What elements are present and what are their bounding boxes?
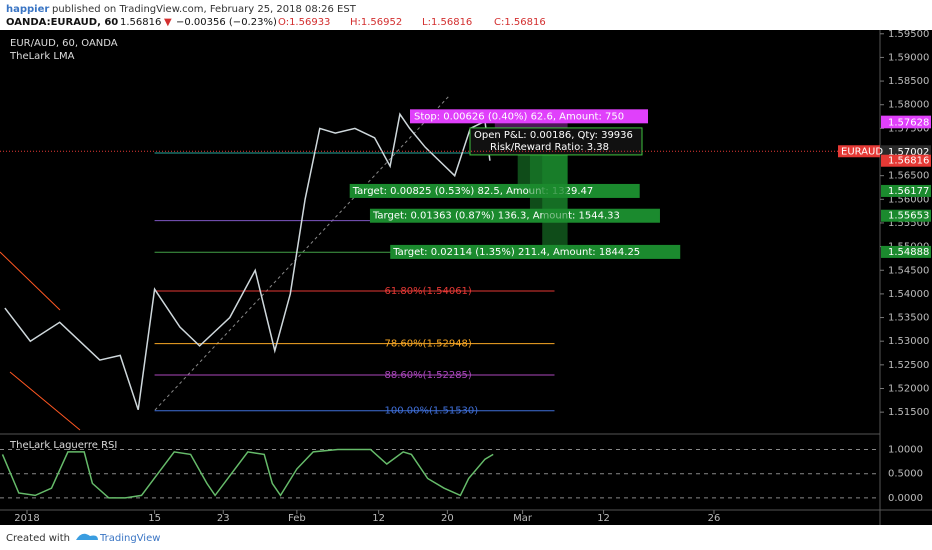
pnl-bg — [469, 127, 643, 156]
x-tick-label: 12 — [372, 513, 385, 524]
fib-label: 100.00%(1.51530) — [385, 406, 479, 417]
logo — [76, 533, 98, 540]
y-tick-label: 1.59000 — [888, 52, 929, 63]
target-label-bg — [390, 244, 681, 259]
y-tick-label: 1.57500 — [888, 123, 929, 134]
y-tick-label: 1.54500 — [888, 265, 929, 276]
ratio-label: Risk/Reward Ratio: 3.38 — [490, 142, 609, 153]
price-line — [4, 112, 491, 411]
stop-label: Stop: 0.00626 (0.40%) 62.6, Amount: 750 — [414, 111, 624, 122]
price-tag — [881, 209, 931, 222]
trend-line — [9, 371, 81, 431]
fib-label: 78.60%(1.52948) — [385, 339, 472, 350]
x-tick-label: 20 — [441, 513, 454, 524]
y-tick-label: 1.58500 — [888, 76, 929, 87]
symbol-tag: EURAUD — [841, 146, 883, 157]
price-tag — [881, 184, 931, 197]
trend-line — [0, 251, 61, 311]
footer-brand[interactable]: TradingView — [99, 533, 160, 544]
x-tick-label: Mar — [513, 513, 533, 524]
y-tick-label: 1.52000 — [888, 383, 929, 394]
target-label: Target: 0.00825 (0.53%) 82.5, Amount: 13… — [352, 186, 594, 197]
price-tag-label: 1.56177 — [888, 186, 929, 197]
price-tag-label: 1.55653 — [888, 211, 929, 222]
price-tag-label: 1.57628 — [888, 117, 929, 128]
chart-bg — [0, 30, 932, 525]
price-tag-label: 1.57002 — [888, 147, 929, 158]
rsi-tick-label: 0.5000 — [888, 469, 923, 480]
y-tick-label: 1.52500 — [888, 360, 929, 371]
published: published on TradingView.com, February 2… — [52, 4, 357, 15]
low: L:1.56816 — [422, 17, 472, 28]
y-tick-label: 1.56000 — [888, 194, 929, 205]
y-tick-label: 1.55500 — [888, 218, 929, 229]
fib-label: 61.80%(1.54061) — [385, 286, 472, 297]
symbol: OANDA:EURAUD, 60 — [6, 17, 118, 28]
x-tick-label: 12 — [597, 513, 610, 524]
price-tag — [881, 154, 931, 167]
y-tick-label: 1.58000 — [888, 100, 929, 111]
change: −0.00356 (−0.23%) — [176, 17, 277, 28]
chart-title: EUR/AUD, 60, OANDA — [10, 38, 118, 49]
stop-label-bg — [410, 109, 648, 124]
x-tick-label: 26 — [708, 513, 721, 524]
author: happier — [6, 4, 49, 15]
price-tag — [881, 116, 931, 129]
indicator: TheLark LMA — [9, 51, 75, 62]
x-tick-label: 2018 — [14, 513, 39, 524]
rsi-title: TheLark Laguerre RSI — [9, 440, 117, 451]
x-tick-label: 23 — [217, 513, 230, 524]
target-zone — [542, 151, 568, 252]
y-tick-label: 1.59500 — [888, 29, 929, 40]
header-bg — [0, 0, 932, 30]
x-tick-label: Feb — [288, 513, 306, 524]
last: 1.56816 — [120, 17, 161, 28]
pnl-label: Open P&L: 0.00186, Qty: 39936 — [474, 130, 633, 141]
footer-created: Created with — [6, 533, 70, 544]
rsi-line — [1, 448, 494, 499]
price-tag-label: 1.56816 — [888, 156, 929, 167]
high: H:1.56952 — [350, 17, 402, 28]
open: O:1.56933 — [278, 17, 330, 28]
y-tick-label: 1.53500 — [888, 313, 929, 324]
arrow: ▼ — [164, 17, 172, 28]
rsi-tick-label: 0.0000 — [888, 493, 923, 504]
y-tick-label: 1.51500 — [888, 407, 929, 418]
x-tick-label: 15 — [148, 513, 161, 524]
target-label: Target: 0.01363 (0.87%) 136.3, Amount: 1… — [372, 211, 620, 222]
price-tag — [881, 245, 931, 258]
price-tag-label: 1.54888 — [888, 247, 929, 258]
fib-label: 88.60%(1.52285) — [385, 370, 472, 381]
rsi-tick-label: 1.0000 — [888, 445, 923, 456]
y-tick-label: 1.53000 — [888, 336, 929, 347]
y-tick-label: 1.56500 — [888, 171, 929, 182]
target-label-bg — [369, 208, 660, 223]
close: C:1.56816 — [494, 17, 546, 28]
y-tick-label: 1.54000 — [888, 289, 929, 300]
symbol-tag-bg — [838, 145, 880, 158]
target-label: Target: 0.02114 (1.35%) 211.4, Amount: 1… — [392, 247, 640, 258]
